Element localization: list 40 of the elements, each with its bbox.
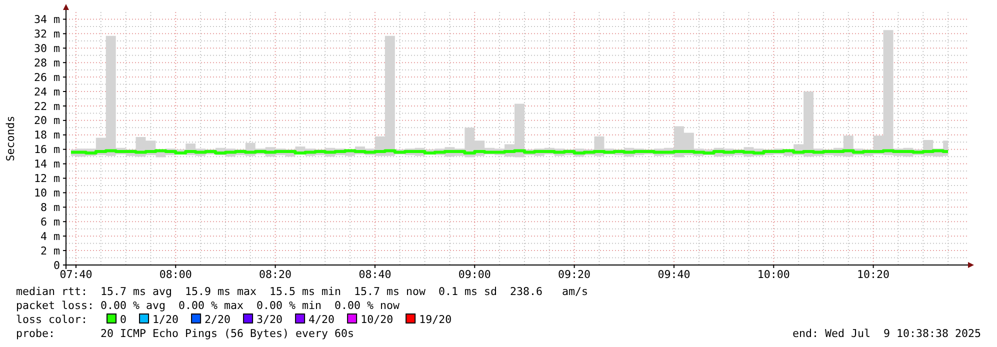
x-tick-label: 08:20 xyxy=(259,268,292,281)
legend-label: 2/20 xyxy=(204,313,231,326)
y-axis-title: Seconds xyxy=(4,116,17,162)
text: packet loss: 0.00 % avg 0.00 % max 0.00 % min 0.00 % now xyxy=(16,299,400,312)
y-tick-label: 14 m xyxy=(34,158,60,171)
legend-label: 4/20 xyxy=(308,313,335,326)
y-tick-label: 32 m xyxy=(34,27,60,40)
x-tick-label: 10:00 xyxy=(757,268,790,281)
text: end: Wed Jul 9 10:38:38 2025 xyxy=(792,327,981,340)
x-tick-label: 09:40 xyxy=(658,268,690,281)
x-tick-label: 07:40 xyxy=(60,268,92,281)
y-tick-label: 6 m xyxy=(40,215,60,228)
legend-label: 10/20 xyxy=(360,313,394,326)
x-tick-label: 08:00 xyxy=(159,268,192,281)
x-tick-label: 10:20 xyxy=(857,268,890,281)
y-tick-label: 8 m xyxy=(40,200,60,214)
y-tick-label: 26 m xyxy=(34,70,60,84)
y-tick-label: 2 m xyxy=(40,244,60,258)
x-tick-label: 09:20 xyxy=(558,268,591,281)
y-tick-label: 4 m xyxy=(40,230,60,243)
legend-label: 3/20 xyxy=(256,313,283,326)
y-tick-label: 28 m xyxy=(34,56,60,70)
legend-label: 19/20 xyxy=(419,313,452,326)
y-tick-label: 30 m xyxy=(34,42,60,55)
y-tick-label: 20 m xyxy=(34,114,60,128)
y-tick-label: 18 m xyxy=(34,128,60,142)
y-tick-label: 22 m xyxy=(34,100,60,113)
y-tick-label: 34 m xyxy=(34,13,60,26)
x-tick-label: 08:40 xyxy=(358,268,392,281)
y-tick-label: 16 m xyxy=(34,143,60,156)
legend-label: 0 xyxy=(120,313,127,326)
text: probe: 20 ICMP Echo Pings (56 Bytes) every 60s xyxy=(16,327,354,340)
y-tick-label: 0 xyxy=(53,258,60,272)
y-tick-label: 24 m xyxy=(34,85,60,98)
text: median rtt: 15.7 ms avg 15.9 ms max 15.5 ms min 15.7 ms now 0.1 ms sd 238.6 am/s xyxy=(16,285,588,298)
x-tick-label: 09:00 xyxy=(458,268,491,281)
y-tick-label: 10 m xyxy=(34,186,60,200)
legend-title: loss color: xyxy=(16,313,88,326)
y-tick-label: 12 m xyxy=(34,172,60,186)
legend-label: 1/20 xyxy=(152,313,179,326)
